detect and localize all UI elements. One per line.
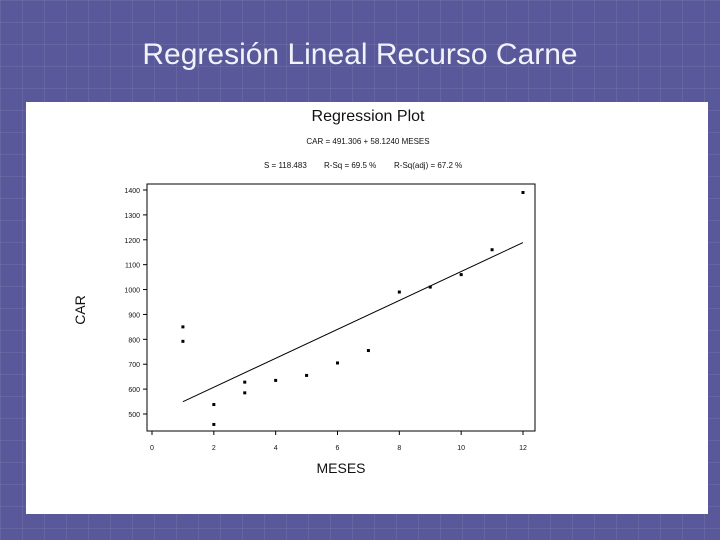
data-point xyxy=(181,325,185,329)
x-tick-label: 0 xyxy=(150,445,154,452)
y-tick-label: 1400 xyxy=(124,188,140,195)
y-tick-label: 1300 xyxy=(124,213,140,220)
y-tick-label: 1200 xyxy=(124,238,140,245)
y-tick-label: 900 xyxy=(128,312,140,319)
data-point xyxy=(243,380,247,384)
data-point xyxy=(212,403,216,407)
y-axis-ticks: 500 600 700 800 900 1000 1100 1200 1300 1400 xyxy=(124,188,147,419)
data-point xyxy=(212,422,216,426)
x-tick-label: 12 xyxy=(519,445,527,452)
y-tick-label: 1100 xyxy=(125,263,140,270)
regression-equation: CAR = 491.306 + 58.1240 MESES xyxy=(306,137,429,146)
x-axis-ticks: 0 2 4 6 8 10 12 xyxy=(150,431,527,452)
data-point xyxy=(305,373,309,377)
data-point xyxy=(366,349,370,353)
data-points xyxy=(181,190,525,426)
x-tick-label: 8 xyxy=(397,445,401,452)
x-tick-label: 2 xyxy=(212,445,216,452)
data-point xyxy=(397,290,401,294)
regression-line xyxy=(182,242,524,403)
data-point xyxy=(274,378,278,382)
y-tick-label: 700 xyxy=(128,362,140,369)
stat-r-sq: R-Sq = 69.5 % xyxy=(324,161,376,170)
data-point xyxy=(243,391,247,395)
x-tick-label: 4 xyxy=(274,445,278,452)
x-axis-label: MESES xyxy=(316,460,365,476)
y-tick-label: 1000 xyxy=(124,288,140,295)
slide-title: Regresión Lineal Recurso Carne xyxy=(142,38,578,71)
plot-frame xyxy=(146,183,536,432)
stat-s: S = 118.483 xyxy=(264,161,307,170)
data-point xyxy=(181,339,185,343)
fit-line-group xyxy=(182,242,524,403)
x-tick-label: 6 xyxy=(336,445,340,452)
y-tick-label: 500 xyxy=(128,412,140,419)
y-tick-label: 800 xyxy=(128,337,140,344)
x-tick-label: 10 xyxy=(457,445,465,452)
stat-r-sq-adj: R-Sq(adj) = 67.2 % xyxy=(394,161,462,170)
data-point xyxy=(490,248,494,252)
regression-chart: Regression Plot CAR = 491.306 + 58.1240 … xyxy=(72,108,536,476)
y-axis-label: CAR xyxy=(72,295,88,325)
chart-panel: Regression Plot CAR = 491.306 + 58.1240 … xyxy=(26,102,708,514)
y-tick-label: 600 xyxy=(128,387,140,394)
chart-title: Regression Plot xyxy=(312,108,426,125)
data-point xyxy=(521,190,525,194)
data-point xyxy=(428,285,432,289)
data-point xyxy=(336,361,339,365)
data-point xyxy=(459,273,463,277)
